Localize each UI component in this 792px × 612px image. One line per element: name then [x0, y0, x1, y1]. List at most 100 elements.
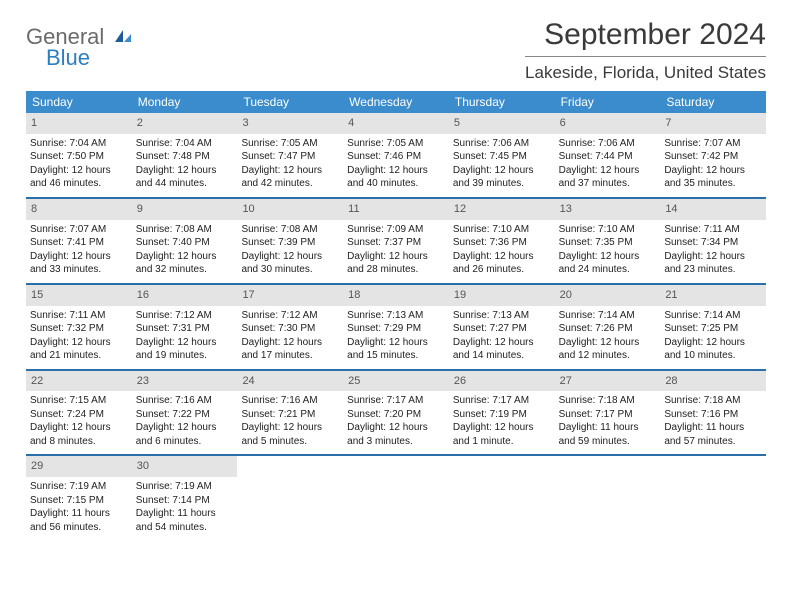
day-number: 4: [343, 113, 449, 134]
calendar-body: 1Sunrise: 7:04 AMSunset: 7:50 PMDaylight…: [26, 113, 766, 540]
daylight-text: and 30 minutes.: [241, 263, 339, 277]
sunrise-text: Sunrise: 7:16 AM: [241, 394, 339, 408]
daylight-text: Daylight: 11 hours: [559, 421, 657, 435]
calendar-cell: 22Sunrise: 7:15 AMSunset: 7:24 PMDayligh…: [26, 371, 132, 455]
sunrise-text: Sunrise: 7:10 AM: [559, 223, 657, 237]
weekday-label: Tuesday: [237, 91, 343, 113]
title-block: September 2024 Lakeside, Florida, United…: [525, 18, 766, 83]
sunrise-text: Sunrise: 7:13 AM: [347, 309, 445, 323]
daylight-text: and 15 minutes.: [347, 349, 445, 363]
sunset-text: Sunset: 7:14 PM: [136, 494, 234, 508]
calendar-cell: 20Sunrise: 7:14 AMSunset: 7:26 PMDayligh…: [555, 285, 661, 369]
daylight-text: Daylight: 12 hours: [347, 164, 445, 178]
sunrise-text: Sunrise: 7:10 AM: [453, 223, 551, 237]
daylight-text: and 32 minutes.: [136, 263, 234, 277]
daylight-text: Daylight: 12 hours: [559, 250, 657, 264]
sunrise-text: Sunrise: 7:19 AM: [30, 480, 128, 494]
sunset-text: Sunset: 7:34 PM: [664, 236, 762, 250]
calendar-cell: 11Sunrise: 7:09 AMSunset: 7:37 PMDayligh…: [343, 199, 449, 283]
calendar-cell: [237, 456, 343, 540]
calendar-cell: 14Sunrise: 7:11 AMSunset: 7:34 PMDayligh…: [660, 199, 766, 283]
calendar-cell: 24Sunrise: 7:16 AMSunset: 7:21 PMDayligh…: [237, 371, 343, 455]
sunset-text: Sunset: 7:32 PM: [30, 322, 128, 336]
day-number: 1: [26, 113, 132, 134]
sunset-text: Sunset: 7:37 PM: [347, 236, 445, 250]
daylight-text: Daylight: 12 hours: [453, 421, 551, 435]
sunrise-text: Sunrise: 7:17 AM: [347, 394, 445, 408]
sunset-text: Sunset: 7:17 PM: [559, 408, 657, 422]
daylight-text: Daylight: 12 hours: [30, 164, 128, 178]
calendar-cell: 1Sunrise: 7:04 AMSunset: 7:50 PMDaylight…: [26, 113, 132, 197]
calendar-cell: [449, 456, 555, 540]
calendar-row: 1Sunrise: 7:04 AMSunset: 7:50 PMDaylight…: [26, 113, 766, 199]
calendar-row: 29Sunrise: 7:19 AMSunset: 7:15 PMDayligh…: [26, 456, 766, 540]
calendar-cell: 2Sunrise: 7:04 AMSunset: 7:48 PMDaylight…: [132, 113, 238, 197]
daylight-text: Daylight: 12 hours: [347, 421, 445, 435]
daylight-text: Daylight: 12 hours: [30, 421, 128, 435]
sail-icon: [113, 31, 133, 48]
daylight-text: Daylight: 12 hours: [453, 336, 551, 350]
sunrise-text: Sunrise: 7:14 AM: [559, 309, 657, 323]
daylight-text: Daylight: 12 hours: [664, 250, 762, 264]
calendar-cell: 4Sunrise: 7:05 AMSunset: 7:46 PMDaylight…: [343, 113, 449, 197]
calendar-cell: 16Sunrise: 7:12 AMSunset: 7:31 PMDayligh…: [132, 285, 238, 369]
sunrise-text: Sunrise: 7:08 AM: [136, 223, 234, 237]
sunset-text: Sunset: 7:36 PM: [453, 236, 551, 250]
sunset-text: Sunset: 7:21 PM: [241, 408, 339, 422]
sunset-text: Sunset: 7:22 PM: [136, 408, 234, 422]
calendar-cell: 5Sunrise: 7:06 AMSunset: 7:45 PMDaylight…: [449, 113, 555, 197]
day-number: 18: [343, 285, 449, 306]
calendar-cell: 9Sunrise: 7:08 AMSunset: 7:40 PMDaylight…: [132, 199, 238, 283]
logo-line2: Blue: [46, 47, 133, 69]
daylight-text: Daylight: 12 hours: [453, 164, 551, 178]
calendar-cell: 27Sunrise: 7:18 AMSunset: 7:17 PMDayligh…: [555, 371, 661, 455]
daylight-text: and 5 minutes.: [241, 435, 339, 449]
daylight-text: and 57 minutes.: [664, 435, 762, 449]
daylight-text: and 37 minutes.: [559, 177, 657, 191]
sunrise-text: Sunrise: 7:04 AM: [136, 137, 234, 151]
day-number: 5: [449, 113, 555, 134]
daylight-text: Daylight: 11 hours: [136, 507, 234, 521]
daylight-text: and 44 minutes.: [136, 177, 234, 191]
sunset-text: Sunset: 7:30 PM: [241, 322, 339, 336]
day-number: 13: [555, 199, 661, 220]
logo-text: General Blue: [26, 26, 133, 69]
daylight-text: Daylight: 12 hours: [30, 250, 128, 264]
weekday-label: Monday: [132, 91, 238, 113]
daylight-text: Daylight: 11 hours: [664, 421, 762, 435]
calendar-cell: 25Sunrise: 7:17 AMSunset: 7:20 PMDayligh…: [343, 371, 449, 455]
daylight-text: and 19 minutes.: [136, 349, 234, 363]
daylight-text: Daylight: 12 hours: [453, 250, 551, 264]
daylight-text: and 46 minutes.: [30, 177, 128, 191]
calendar-page: General Blue September 2024 Lakeside, Fl…: [0, 0, 792, 558]
daylight-text: Daylight: 12 hours: [559, 164, 657, 178]
calendar-cell: 7Sunrise: 7:07 AMSunset: 7:42 PMDaylight…: [660, 113, 766, 197]
daylight-text: and 28 minutes.: [347, 263, 445, 277]
sunrise-text: Sunrise: 7:12 AM: [241, 309, 339, 323]
weekday-label: Saturday: [660, 91, 766, 113]
day-number: 3: [237, 113, 343, 134]
sunset-text: Sunset: 7:29 PM: [347, 322, 445, 336]
daylight-text: Daylight: 12 hours: [241, 250, 339, 264]
sunrise-text: Sunrise: 7:05 AM: [347, 137, 445, 151]
daylight-text: and 14 minutes.: [453, 349, 551, 363]
day-number: 28: [660, 371, 766, 392]
calendar-cell: 10Sunrise: 7:08 AMSunset: 7:39 PMDayligh…: [237, 199, 343, 283]
weekday-label: Sunday: [26, 91, 132, 113]
sunrise-text: Sunrise: 7:06 AM: [453, 137, 551, 151]
sunset-text: Sunset: 7:31 PM: [136, 322, 234, 336]
sunrise-text: Sunrise: 7:05 AM: [241, 137, 339, 151]
calendar-cell: 28Sunrise: 7:18 AMSunset: 7:16 PMDayligh…: [660, 371, 766, 455]
sunset-text: Sunset: 7:47 PM: [241, 150, 339, 164]
sunset-text: Sunset: 7:35 PM: [559, 236, 657, 250]
daylight-text: Daylight: 12 hours: [241, 336, 339, 350]
sunset-text: Sunset: 7:50 PM: [30, 150, 128, 164]
calendar-cell: 29Sunrise: 7:19 AMSunset: 7:15 PMDayligh…: [26, 456, 132, 540]
sunset-text: Sunset: 7:25 PM: [664, 322, 762, 336]
daylight-text: and 39 minutes.: [453, 177, 551, 191]
day-number: 6: [555, 113, 661, 134]
daylight-text: Daylight: 12 hours: [241, 421, 339, 435]
sunrise-text: Sunrise: 7:13 AM: [453, 309, 551, 323]
calendar-cell: 19Sunrise: 7:13 AMSunset: 7:27 PMDayligh…: [449, 285, 555, 369]
sunset-text: Sunset: 7:48 PM: [136, 150, 234, 164]
